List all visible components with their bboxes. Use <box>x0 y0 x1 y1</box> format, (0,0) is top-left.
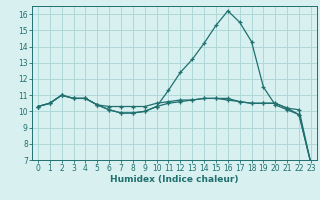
X-axis label: Humidex (Indice chaleur): Humidex (Indice chaleur) <box>110 175 239 184</box>
